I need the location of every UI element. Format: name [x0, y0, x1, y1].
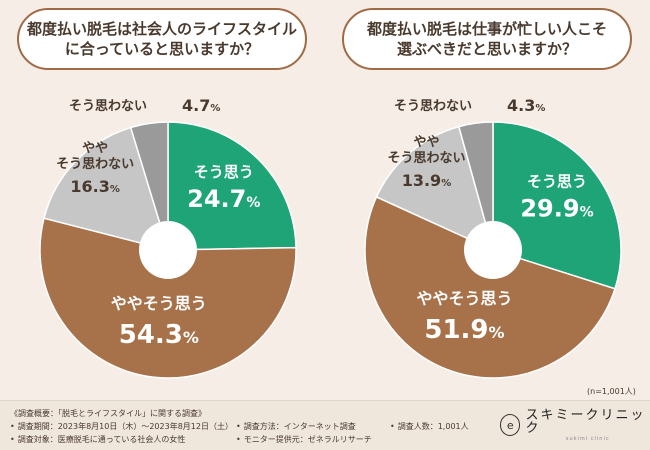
pie-slice-1: [492, 121, 622, 290]
survey-title: 《調査概要：「脱毛とライフスタイル」に関する調査》: [10, 409, 206, 418]
slice-label-yaya-line2: そう思わない: [387, 151, 465, 166]
chart-panel-right: 都度払い脱毛は仕事が忙しい人こそ 選ぶべきだと思いますか？ そう思う 29.9% や…: [325, 0, 650, 395]
slice-value-yaya-soo-omou: 51.9%: [424, 315, 504, 345]
question-bubble: 都度払い脱毛は社会人のライフスタイル に合っていると思いますか？: [17, 8, 307, 70]
slice-label-soo-omou: そう思う: [527, 173, 587, 191]
slice-value-soo-omou: 24.7%: [187, 185, 260, 213]
slice-label-soo-omowanai: そう思わない: [69, 99, 147, 114]
slice-value-soo-omou: 29.9%: [520, 195, 593, 223]
pie-slice-3: [375, 125, 495, 252]
slice-label-yaya-line2: そう思わない: [56, 157, 134, 172]
pie-slice-3: [43, 126, 170, 252]
logo-subtitle: sukimi clinic: [565, 435, 610, 442]
survey-count: 調査人数：1,001人: [390, 421, 469, 432]
survey-period: 調査期間：2023年8月10日（木）〜2023年8月12日（土）: [10, 421, 233, 432]
slice-label-yaya-line1: やや: [413, 135, 439, 150]
slice-value-yaya-soo-omowanai: 16.3%: [70, 177, 120, 196]
survey-provider: モニター提供元：ゼネラルリサーチ: [236, 434, 372, 445]
slice-value-soo-omowanai: 4.3%: [507, 96, 545, 115]
pie-slice-1: [167, 121, 297, 251]
pie-slice-4: [457, 121, 494, 251]
footer: 《調査概要：「脱毛とライフスタイル」に関する調査》 調査期間：2023年8月10…: [0, 400, 650, 450]
slice-value-yaya-soo-omou: 54.3%: [119, 320, 199, 350]
pie-slice-2: [39, 217, 297, 379]
slice-value-yaya-soo-omowanai: 13.9%: [402, 171, 452, 190]
question-title: 都度払い脱毛は社会人のライフスタイル に合っていると思いますか？: [26, 20, 297, 58]
question-bubble: 都度払い脱毛は仕事が忙しい人こそ 選ぶべきだと思いますか？: [342, 8, 632, 70]
clinic-logo: e スキミークリニック sukimi clinic: [500, 407, 650, 441]
logo-mark: e: [500, 414, 521, 436]
donut-hole: [139, 221, 197, 279]
sample-size-label: (n=1,001人): [587, 387, 636, 396]
logo-name: スキミークリニック: [525, 407, 646, 436]
slice-value-soo-omowanai: 4.7%: [182, 96, 220, 115]
slice-label-yaya-soo-omou: ややそう思う: [111, 294, 207, 313]
slice-label-yaya-line1: やや: [82, 141, 108, 156]
donut-hole: [464, 221, 522, 279]
pie-slice-4: [129, 121, 169, 251]
slice-label-soo-omowanai: そう思わない: [394, 99, 472, 114]
slice-label-soo-omou: そう思う: [194, 163, 254, 181]
survey-method: 調査方法：インターネット調査: [236, 421, 356, 432]
pie-slice-2: [364, 195, 616, 379]
question-title: 都度払い脱毛は仕事が忙しい人こそ 選ぶべきだと思いますか？: [366, 20, 607, 58]
survey-target: 調査対象：医療脱毛に通っている社会人の女性: [10, 434, 186, 445]
chart-panel-left: 都度払い脱毛は社会人のライフスタイル に合っていると思いますか？ そう思う 24.…: [0, 0, 325, 395]
slice-label-yaya-soo-omou: ややそう思う: [416, 289, 512, 308]
